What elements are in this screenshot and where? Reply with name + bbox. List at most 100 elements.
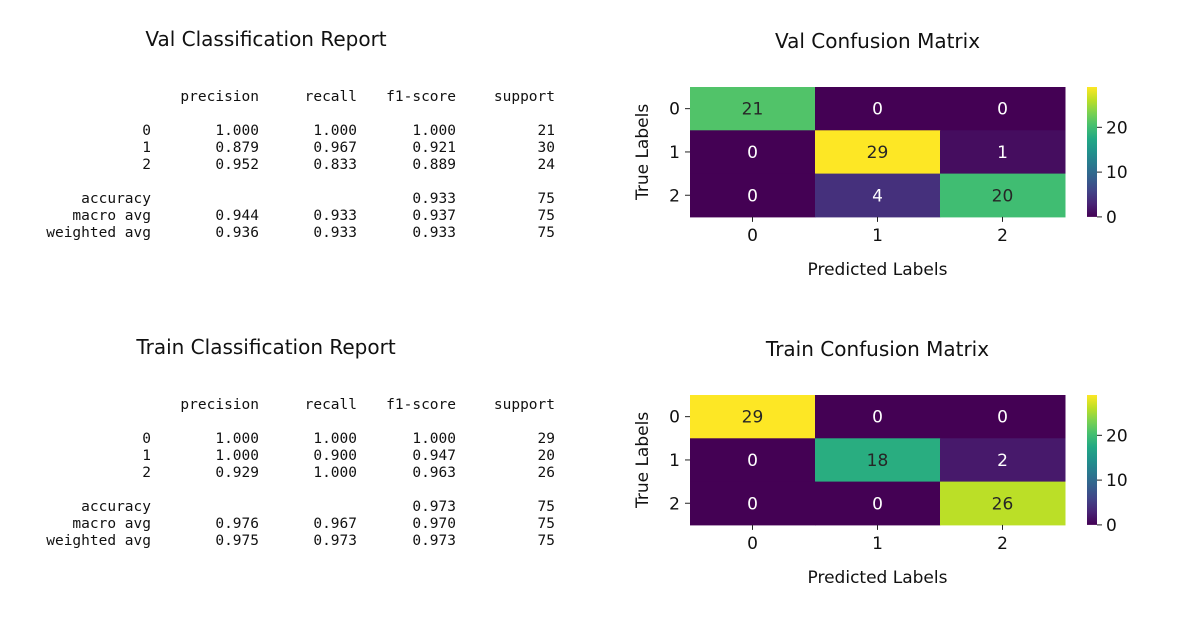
cell-value-label: 0 [747, 494, 758, 514]
report-cell: 24 [537, 157, 555, 173]
report-row: 2 0.952 0.833 0.889 24 [0, 157, 560, 174]
report-cell: 0.975 [215, 533, 259, 549]
report-cell: 1.000 [313, 431, 357, 447]
heatmap-cell [815, 481, 941, 526]
report-cell: 0.921 [412, 140, 456, 156]
heatmap-cell [690, 438, 816, 483]
report-cell: 0.967 [313, 516, 357, 532]
x-tick-label: 0 [747, 534, 758, 554]
report-row: accuracy 0.933 75 [0, 191, 560, 208]
report-cell: macro avg [72, 516, 151, 532]
report-cell: accuracy [81, 191, 151, 207]
y-tick-label: 1 [669, 451, 680, 471]
report-cell: 1 [142, 448, 151, 464]
report-cell: 75 [537, 516, 555, 532]
report-cell: 1.000 [215, 123, 259, 139]
heatmap-cell [815, 395, 941, 439]
report-cell: 0 [142, 431, 151, 447]
report-cell: 75 [537, 208, 555, 224]
report-row: 1 1.000 0.900 0.947 20 [0, 448, 560, 465]
colorbar-tick-label: 10 [1106, 163, 1128, 183]
cell-value-label: 4 [872, 186, 883, 206]
heatmap-cell [690, 130, 816, 175]
colorbar [1087, 87, 1097, 217]
cell-value-label: 0 [747, 186, 758, 206]
report-cell: 26 [537, 465, 555, 481]
report-cell: 0.833 [313, 157, 357, 173]
report-cell: 0.963 [412, 465, 456, 481]
report-cell: 0.933 [412, 225, 456, 241]
report-cell: 0.929 [215, 465, 259, 481]
report-cell: weighted avg [46, 533, 151, 549]
report-cell: 0.944 [215, 208, 259, 224]
report-column-header: f1-score [386, 397, 456, 413]
report-column-header: f1-score [386, 89, 456, 105]
report-cell: 0.936 [215, 225, 259, 241]
heatmap-cell [690, 173, 816, 218]
val-report-title: Val Classification Report [145, 27, 387, 51]
report-cell: 0.973 [412, 499, 456, 515]
y-tick-label: 0 [669, 408, 680, 428]
heatmap-cell [940, 481, 1066, 526]
report-row: weighted avg 0.975 0.973 0.973 75 [0, 533, 560, 550]
report-row: macro avg 0.944 0.933 0.937 75 [0, 208, 560, 225]
report-column-header: precision [180, 397, 259, 413]
cell-value-label: 0 [747, 143, 758, 163]
report-cell: 75 [537, 533, 555, 549]
report-row: 0 1.000 1.000 1.000 29 [0, 431, 560, 448]
cell-value-label: 29 [742, 408, 764, 428]
y-axis-label: True Labels [633, 412, 653, 509]
report-row: 0 1.000 1.000 1.000 21 [0, 123, 560, 140]
val-report-panel: Val Classification Report precision recal… [0, 0, 560, 300]
y-tick-label: 0 [669, 100, 680, 120]
cell-value-label: 26 [992, 494, 1014, 514]
report-cell: 0.976 [215, 516, 259, 532]
cell-value-label: 0 [997, 408, 1008, 428]
report-cell: 0.937 [412, 208, 456, 224]
heatmap-cell [815, 173, 941, 218]
heatmap-cell [815, 438, 941, 483]
report-cell: 1.000 [412, 123, 456, 139]
x-tick-label: 1 [872, 534, 883, 554]
report-cell: 0.970 [412, 516, 456, 532]
heatmap-cell [690, 395, 816, 439]
cell-value-label: 0 [872, 408, 883, 428]
report-cell: 0.879 [215, 140, 259, 156]
heatmap-cell [940, 173, 1066, 218]
cell-value-label: 0 [872, 494, 883, 514]
x-tick-label: 0 [747, 226, 758, 246]
y-tick-label: 2 [669, 494, 680, 514]
report-column-header: recall [304, 397, 357, 413]
report-cell: 0.933 [412, 191, 456, 207]
heatmap-cell [940, 130, 1066, 175]
cell-value-label: 2 [997, 451, 1008, 471]
report-row: 2 0.929 1.000 0.963 26 [0, 465, 560, 482]
report-cell: 0.973 [412, 533, 456, 549]
report-cell: 30 [537, 140, 555, 156]
report-row: weighted avg 0.936 0.933 0.933 75 [0, 225, 560, 242]
x-axis-label: Predicted Labels [808, 568, 948, 588]
report-cell: 1.000 [412, 431, 456, 447]
report-cell: 0.967 [313, 140, 357, 156]
report-cell: 0 [142, 123, 151, 139]
heatmap-cell [815, 87, 941, 131]
train-report-panel: Train Classification Report precision rec… [0, 308, 560, 608]
train-report-table: precision recall f1-score support 0 1.000 1.00… [0, 397, 560, 550]
cell-value-label: 0 [997, 100, 1008, 120]
cell-value-label: 20 [992, 186, 1014, 206]
cell-value-label: 0 [747, 451, 758, 471]
y-tick-label: 2 [669, 186, 680, 206]
report-column-header: recall [304, 89, 357, 105]
heatmap-cell [690, 87, 816, 131]
report-cell: 20 [537, 448, 555, 464]
report-column-header: support [493, 89, 555, 105]
report-cell: weighted avg [46, 225, 151, 241]
chart-title: Train Confusion Matrix [765, 337, 989, 361]
report-cell: 29 [537, 431, 555, 447]
report-cell: 1.000 [215, 448, 259, 464]
cell-value-label: 0 [872, 100, 883, 120]
colorbar-tick-label: 20 [1106, 118, 1128, 138]
report-cell: 2 [142, 157, 151, 173]
report-cell: 0.900 [313, 448, 357, 464]
